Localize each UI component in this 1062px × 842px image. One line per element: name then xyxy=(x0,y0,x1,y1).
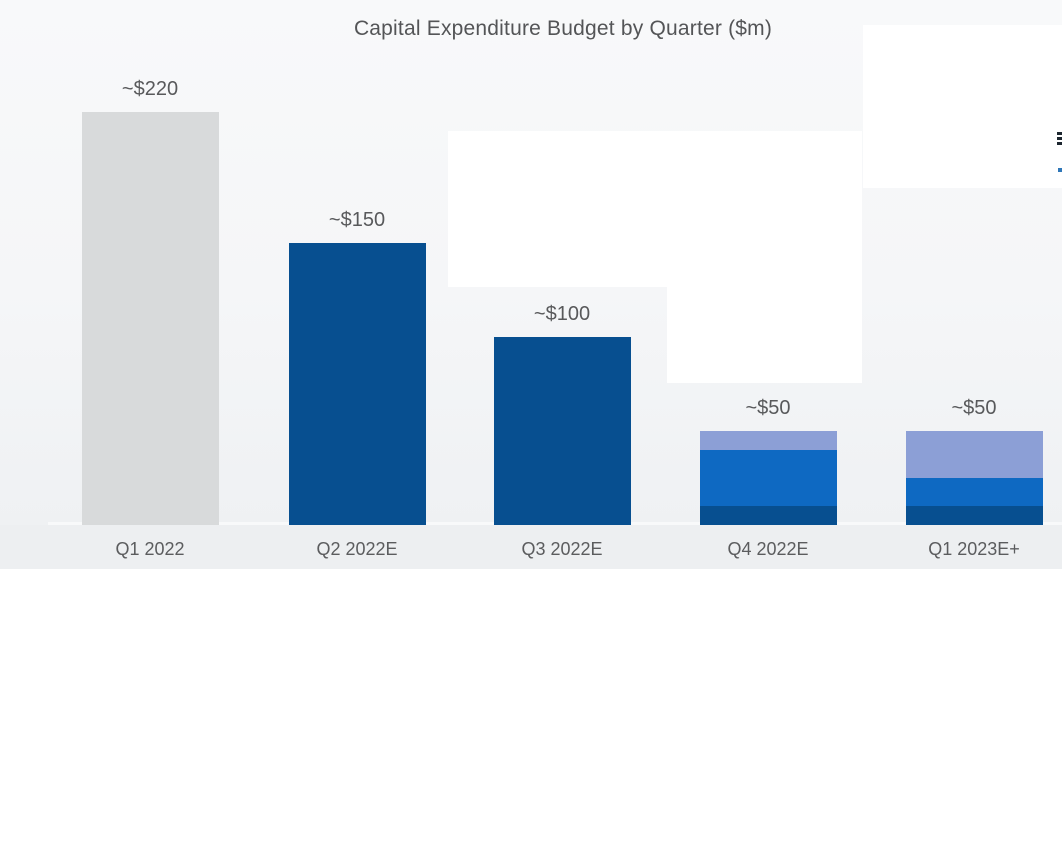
value-label-q2-2022e: ~$150 xyxy=(328,209,386,232)
x-axis-label-q3-2022e: Q3 2022E xyxy=(521,539,603,559)
white-callout-overlay-3 xyxy=(863,25,1062,188)
bar-q4-2022e-light-blue-segment xyxy=(699,431,837,450)
value-label-q1-2023e: ~$50 xyxy=(951,397,997,420)
clipped-legend-fragment xyxy=(1057,142,1062,145)
bar-q1-2023e-light-blue-segment xyxy=(905,431,1043,479)
x-axis-label-q1-2023e: Q1 2023E+ xyxy=(928,539,1020,559)
clipped-legend-fragment xyxy=(1057,132,1062,135)
x-axis-band xyxy=(0,525,1062,569)
bar-q2-2022e-dark-navy-segment xyxy=(288,243,426,525)
x-axis-label-q1-2022: Q1 2022 xyxy=(115,539,185,559)
bar-q1-2023e-dark-navy-segment xyxy=(905,506,1043,525)
value-label-q4-2022e: ~$50 xyxy=(745,397,791,420)
bar-q3-2022e-dark-navy-segment xyxy=(493,337,631,525)
bar-q1-2023e-medium-blue-segment xyxy=(905,478,1043,507)
bar-q1-2022-gray-segment xyxy=(81,112,219,525)
chart-title: Capital Expenditure Budget by Quarter ($… xyxy=(353,17,773,40)
x-axis-label-q4-2022e: Q4 2022E xyxy=(727,539,809,559)
value-label-q1-2022: ~$220 xyxy=(121,78,179,100)
white-callout-overlay-2 xyxy=(667,287,862,383)
white-callout-overlay-1 xyxy=(448,131,862,287)
bar-q4-2022e-medium-blue-segment xyxy=(699,449,837,507)
bar-q4-2022e-dark-navy-segment xyxy=(699,506,837,525)
value-label-q3-2022e: ~$100 xyxy=(533,303,591,326)
clipped-legend-fragment xyxy=(1057,137,1062,140)
x-axis-label-q2-2022e: Q2 2022E xyxy=(316,539,398,559)
clipped-legend-fragment xyxy=(1058,168,1062,172)
